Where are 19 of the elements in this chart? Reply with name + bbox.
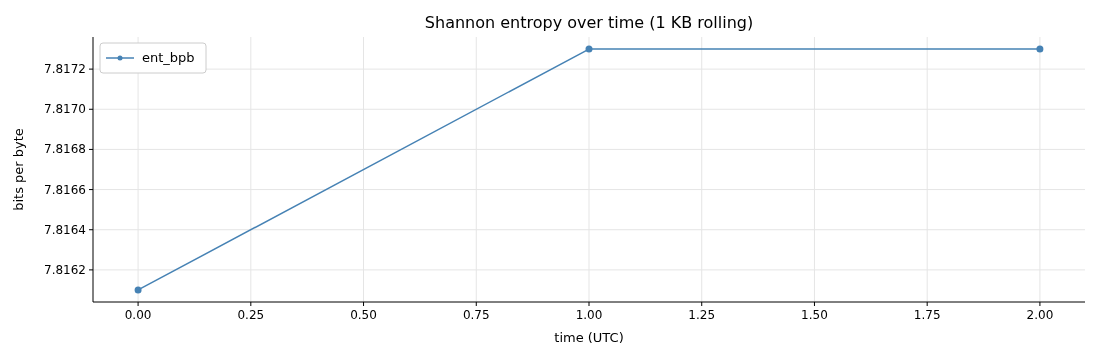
y-tick-label: 7.8168 (44, 142, 86, 157)
x-axis-title: time (UTC) (554, 330, 624, 345)
x-tick-label: 0.00 (124, 308, 152, 322)
y-tick-label: 7.8170 (44, 102, 86, 117)
x-tick-label: 0.50 (350, 308, 377, 322)
legend-label: ent_bpb (142, 50, 195, 65)
y-tick-label: 7.8162 (44, 262, 86, 277)
x-tick-label: 1.50 (801, 308, 828, 322)
y-axis-title: bits per byte (11, 128, 26, 211)
chart-title: Shannon entropy over time (1 KB rolling) (424, 13, 754, 32)
x-tick-label: 1.75 (913, 308, 941, 322)
x-tick-label: 0.25 (237, 308, 265, 322)
x-tick-label: 0.75 (462, 308, 490, 322)
y-tick-label: 7.8172 (44, 62, 86, 77)
x-tick-label: 2.00 (1026, 308, 1054, 322)
x-tick-label: 1.00 (575, 308, 603, 322)
y-tick-label: 7.8164 (44, 222, 86, 237)
y-tick-label: 7.8166 (44, 182, 86, 197)
x-tick-label: 1.25 (688, 308, 716, 322)
